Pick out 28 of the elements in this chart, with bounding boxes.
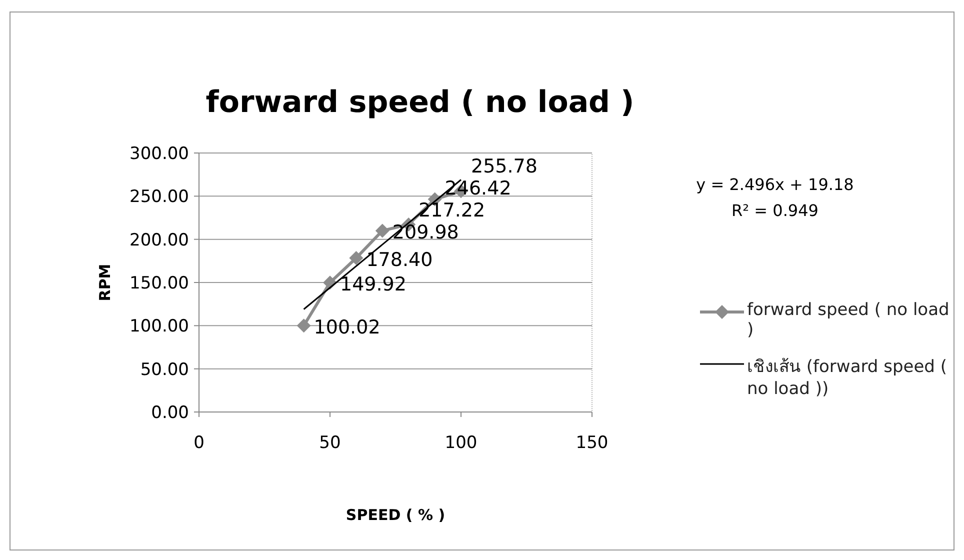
legend-label: forward speed ( no load ): [747, 300, 950, 340]
data-label: 149.92: [340, 274, 406, 296]
data-label: 246.42: [444, 178, 512, 200]
data-label: 217.22: [418, 200, 486, 222]
y-tick-label: 150.00: [130, 274, 189, 294]
data-label: 209.98: [392, 222, 459, 244]
x-tick-label: 150: [576, 433, 608, 453]
y-tick-label: 250.00: [130, 187, 189, 208]
point: [349, 250, 364, 265]
y-tick-label: 200.00: [130, 230, 189, 250]
data-label: 255.78: [471, 156, 538, 178]
point: [375, 224, 390, 238]
x-axis-title: SPEED ( % ): [346, 506, 446, 524]
data-label: 178.40: [366, 248, 433, 271]
y-tick-label: 0.00: [151, 403, 189, 423]
text: y = 2.496x + 19.18: [696, 175, 854, 194]
y-tick-label: 50.00: [140, 360, 189, 380]
y-tick-label: 300.00: [130, 144, 189, 164]
text: R² = 0.949: [732, 201, 818, 220]
y-tick-label: 100.00: [130, 316, 189, 337]
y-axis-title: RPM: [96, 264, 114, 302]
x-tick-label: 50: [319, 433, 341, 453]
x-tick-label: 100: [444, 433, 478, 453]
data-label: 100.02: [314, 316, 380, 339]
legend-label: เชิงเส้น (forward speed ( no load )): [747, 356, 948, 399]
chart-title: forward speed ( no load ): [206, 85, 634, 120]
point: [296, 318, 311, 333]
x-tick-label: 0: [194, 433, 204, 453]
